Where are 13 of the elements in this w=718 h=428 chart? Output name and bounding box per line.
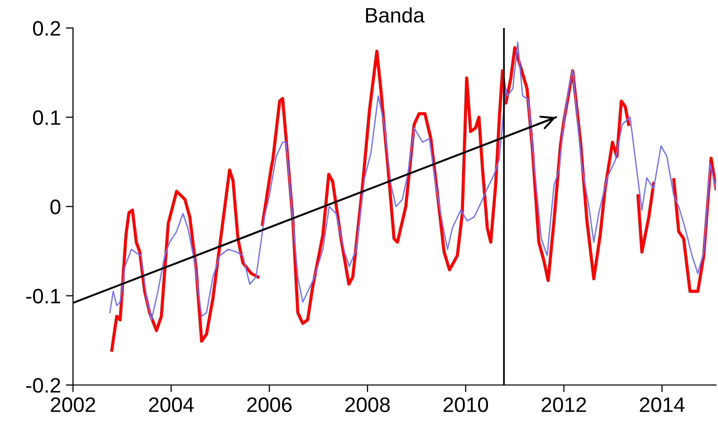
chart-title: Banda <box>366 7 425 23</box>
x-tick-label: 2002 <box>50 397 96 412</box>
x-tick-label: 2010 <box>444 397 488 412</box>
x-tick-label: 2014 <box>640 397 685 412</box>
y-tick-label: 0 <box>50 200 60 214</box>
x-tick-label: 2004 <box>149 397 194 412</box>
x-tick-label: 2008 <box>345 397 390 412</box>
y-tick-label: 0.1 <box>33 110 60 126</box>
y-tick-label: -0.2 <box>26 378 60 393</box>
y-tick-label: -0.1 <box>26 288 60 304</box>
x-tick-label: 2012 <box>542 397 586 412</box>
x-tick-label: 2006 <box>247 397 292 412</box>
y-tick-label: 0.2 <box>33 21 60 36</box>
